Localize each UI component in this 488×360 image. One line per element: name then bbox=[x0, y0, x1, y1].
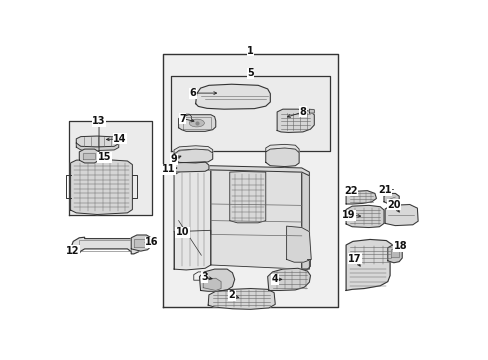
Polygon shape bbox=[309, 109, 314, 113]
Text: 17: 17 bbox=[347, 254, 361, 264]
Text: 15: 15 bbox=[98, 152, 111, 162]
Polygon shape bbox=[131, 235, 151, 251]
Polygon shape bbox=[265, 148, 299, 167]
Polygon shape bbox=[171, 76, 329, 151]
Text: 10: 10 bbox=[175, 227, 189, 237]
Polygon shape bbox=[387, 245, 401, 263]
Polygon shape bbox=[169, 162, 208, 172]
Text: 20: 20 bbox=[386, 199, 400, 210]
Polygon shape bbox=[70, 159, 132, 215]
Text: 14: 14 bbox=[113, 134, 126, 144]
Polygon shape bbox=[76, 136, 119, 147]
Polygon shape bbox=[195, 84, 270, 109]
Text: 6: 6 bbox=[189, 88, 196, 98]
Polygon shape bbox=[174, 166, 309, 176]
Polygon shape bbox=[229, 172, 265, 223]
Text: 13: 13 bbox=[92, 116, 105, 126]
Text: 11: 11 bbox=[162, 164, 176, 174]
Polygon shape bbox=[208, 288, 275, 309]
Ellipse shape bbox=[189, 119, 204, 127]
Text: 19: 19 bbox=[342, 210, 355, 220]
Text: 2: 2 bbox=[228, 291, 235, 301]
Text: 7: 7 bbox=[179, 114, 185, 123]
Polygon shape bbox=[174, 149, 212, 163]
Polygon shape bbox=[267, 268, 310, 291]
Polygon shape bbox=[346, 191, 376, 204]
Polygon shape bbox=[70, 237, 140, 255]
Polygon shape bbox=[277, 109, 314, 132]
Polygon shape bbox=[301, 172, 309, 269]
Text: 22: 22 bbox=[344, 186, 357, 196]
Text: 9: 9 bbox=[170, 154, 177, 164]
Text: 4: 4 bbox=[271, 274, 278, 284]
Polygon shape bbox=[163, 54, 337, 307]
Text: 8: 8 bbox=[299, 107, 305, 117]
Text: 12: 12 bbox=[65, 246, 79, 256]
Polygon shape bbox=[68, 121, 152, 215]
Polygon shape bbox=[76, 143, 119, 150]
Polygon shape bbox=[174, 166, 210, 270]
Text: 16: 16 bbox=[145, 237, 159, 247]
Text: 18: 18 bbox=[393, 241, 407, 251]
Polygon shape bbox=[346, 239, 394, 291]
Text: 5: 5 bbox=[247, 68, 253, 78]
Polygon shape bbox=[385, 204, 417, 226]
Polygon shape bbox=[265, 144, 299, 153]
Polygon shape bbox=[134, 239, 147, 247]
Polygon shape bbox=[210, 170, 301, 269]
Polygon shape bbox=[383, 193, 398, 204]
Polygon shape bbox=[286, 226, 311, 262]
Text: 21: 21 bbox=[378, 185, 391, 195]
Polygon shape bbox=[79, 149, 99, 163]
Polygon shape bbox=[83, 153, 95, 159]
Polygon shape bbox=[346, 205, 383, 228]
Polygon shape bbox=[203, 278, 221, 291]
Polygon shape bbox=[174, 146, 212, 154]
Text: 3: 3 bbox=[201, 273, 207, 283]
Polygon shape bbox=[178, 115, 215, 131]
Polygon shape bbox=[390, 249, 398, 257]
Text: 1: 1 bbox=[247, 46, 253, 56]
Polygon shape bbox=[199, 269, 234, 291]
